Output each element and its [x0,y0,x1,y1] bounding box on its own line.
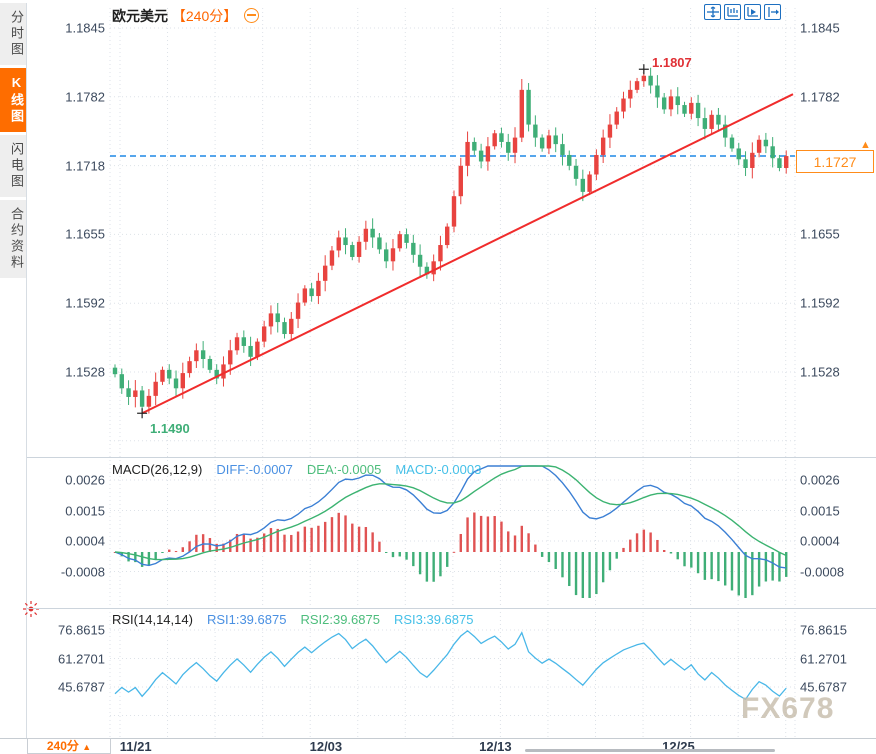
interval-selector[interactable]: 240分 ▲ [27,738,111,754]
indicator-readout: RSI3:39.6875 [393,612,474,627]
macd-axis-label: 0.0026 [800,472,840,488]
auto-scale-icon[interactable] [744,4,761,20]
rsi-axis-label: 76.8615 [800,622,847,638]
indicator-readout: DEA:-0.0005 [306,462,382,477]
rsi-axis-label: 76.8615 [58,622,105,638]
interval-selector-label: 240分 [46,739,79,753]
macd-axis-label: 0.0004 [800,533,840,549]
y-axis-label: 1.1655 [65,226,105,242]
rsi-header: RSI(14,14,14) RSI1:39.6875 RSI2:39.6875 RSI… [112,612,487,627]
chart-title: 欧元美元 【240分】 [112,6,260,26]
macd-axis-label: 0.0015 [65,503,105,518]
y-axis-label: 1.1592 [65,295,105,311]
y-axis-label: 1.1528 [65,364,105,380]
low-point-marker [137,408,148,419]
interval-up-arrow-icon: ▲ [82,742,92,752]
horizontal-scrollbar-thumb[interactable] [525,749,775,752]
macd-dea-line [114,465,787,561]
sidebar-tab-K线图[interactable]: K线图 [0,68,26,132]
panel-divider [27,457,876,458]
indicator-name: RSI(14,14,14) [112,612,193,627]
panel-divider [27,608,876,609]
x-axis-date-label: 12/03 [309,739,343,754]
macd-histogram [113,512,788,598]
rsi-axis-label: 45.6787 [58,679,105,695]
indicator-readout: RSI2:39.6875 [300,612,380,627]
symbol-name: 欧元美元 [112,8,168,24]
macd-axis-label: -0.0008 [60,564,105,579]
x-axis-date-label: 12/13 [479,739,512,754]
scale-axis-icon[interactable] [724,4,741,20]
y-axis-label: 1.1718 [65,158,105,174]
rsi-axis-label: 61.2701 [800,651,847,666]
y-axis-label: 1.1782 [800,89,840,105]
indicator-settings-icon[interactable] [22,600,40,618]
chart-toolbar [704,4,781,20]
indicator-readout: RSI1:39.6875 [206,612,287,627]
interval-label: 【240分】 [171,8,238,24]
y-axis-label: 1.1845 [800,20,840,36]
macd-diff-line [114,465,787,569]
macd-header: MACD(26,12,9) DIFF:-0.0007 DEA:-0.0005 MACD… [112,462,495,477]
trendline[interactable] [141,93,794,415]
y-axis-label: 1.1655 [800,226,840,242]
rsi-axis-label: 61.2701 [58,651,105,666]
y-axis-label: 1.1845 [65,20,105,36]
chart-type-sidebar: 分时图 K线图闪电图合约资料 [0,3,27,754]
y-axis-label: 1.1592 [800,295,840,311]
shift-right-icon[interactable] [764,4,781,20]
current-price-tag: 1.1727 [796,150,874,173]
macd-axis-label: -0.0008 [800,564,845,579]
rsi-axis-label: 45.6787 [800,679,847,695]
indicator-readout: DIFF:-0.0007 [216,462,293,477]
sidebar-tab-分时图[interactable]: 分时图 [0,3,26,65]
interval-settings-icon[interactable] [244,8,260,23]
high-point-marker [638,64,649,75]
macd-axis-label: 0.0015 [800,503,840,518]
high-price-label: 1.1807 [652,55,692,70]
gridlines [109,8,796,737]
sidebar-tab-闪电图[interactable]: 闪电图 [0,135,26,197]
x-axis-date-label: 11/21 [119,739,152,754]
watermark: FX678 [741,692,835,725]
indicator-name: MACD(26,12,9) [112,462,203,477]
crosshair-icon[interactable] [704,4,721,20]
low-price-label: 1.1490 [150,421,190,436]
y-axis-label: 1.1528 [800,364,840,380]
y-axis-label: 1.1782 [65,89,105,105]
sidebar-tab-合约资料[interactable]: 合约资料 [0,200,26,278]
macd-axis-label: 0.0026 [65,472,105,488]
rsi-line [114,629,787,701]
indicator-readout: MACD:-0.0003 [395,462,482,477]
macd-axis-label: 0.0004 [65,533,105,549]
current-price-arrow: ▲ [860,139,871,151]
candlestick-series [112,67,789,414]
